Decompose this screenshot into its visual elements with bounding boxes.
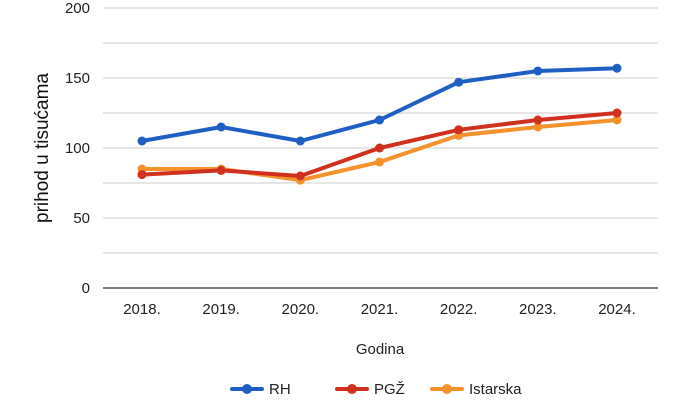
data-point [295, 171, 305, 181]
data-point [533, 122, 543, 132]
x-axis-ticks: 2018. 2019. 2020. 2021. 2022. 2023. 2024. [123, 301, 636, 318]
y-tick-label: 0 [82, 280, 90, 297]
x-tick-label: 2019. [202, 301, 240, 318]
data-point [612, 115, 622, 125]
legend-item: RH [230, 381, 291, 398]
legend-item: PGŽ [335, 381, 405, 398]
series [137, 63, 622, 185]
legend-item: Istarska [430, 381, 522, 398]
y-tick-label: 100 [65, 140, 90, 157]
series-rh [137, 63, 622, 146]
data-point [216, 165, 226, 175]
legend: RH PGŽ Istarska [230, 381, 522, 398]
data-point [375, 143, 384, 153]
data-point [533, 115, 543, 125]
data-point [533, 66, 543, 76]
data-point [137, 136, 147, 146]
data-point [454, 77, 464, 87]
x-tick-label: 2021. [361, 301, 399, 318]
data-point [375, 115, 384, 125]
series-line [140, 66, 619, 143]
data-point [137, 170, 147, 180]
y-tick-label: 50 [73, 210, 90, 227]
x-tick-label: 2018. [123, 301, 161, 318]
data-point [612, 63, 622, 73]
data-point [216, 122, 226, 132]
legend-label: Istarska [469, 381, 522, 398]
data-point [454, 125, 464, 135]
data-point [295, 136, 305, 146]
legend-label: RH [269, 381, 291, 398]
data-point [375, 157, 384, 167]
x-axis-title: Godina [356, 341, 405, 358]
y-tick-label: 150 [65, 70, 90, 87]
legend-swatch-point [242, 384, 252, 394]
series-pgž [137, 108, 622, 181]
y-tick-label: 200 [65, 0, 90, 17]
x-tick-label: 2022. [440, 301, 478, 318]
x-tick-label: 2024. [598, 301, 636, 318]
legend-label: PGŽ [374, 381, 405, 398]
y-axis-title: prihod u tisućama [32, 73, 53, 223]
legend-swatch-point [442, 384, 452, 394]
data-point [612, 108, 622, 118]
legend-swatch-point [347, 384, 357, 394]
y-axis-ticks: 0 50 100 150 200 [65, 0, 90, 297]
x-tick-label: 2020. [282, 301, 320, 318]
x-tick-label: 2023. [519, 301, 557, 318]
